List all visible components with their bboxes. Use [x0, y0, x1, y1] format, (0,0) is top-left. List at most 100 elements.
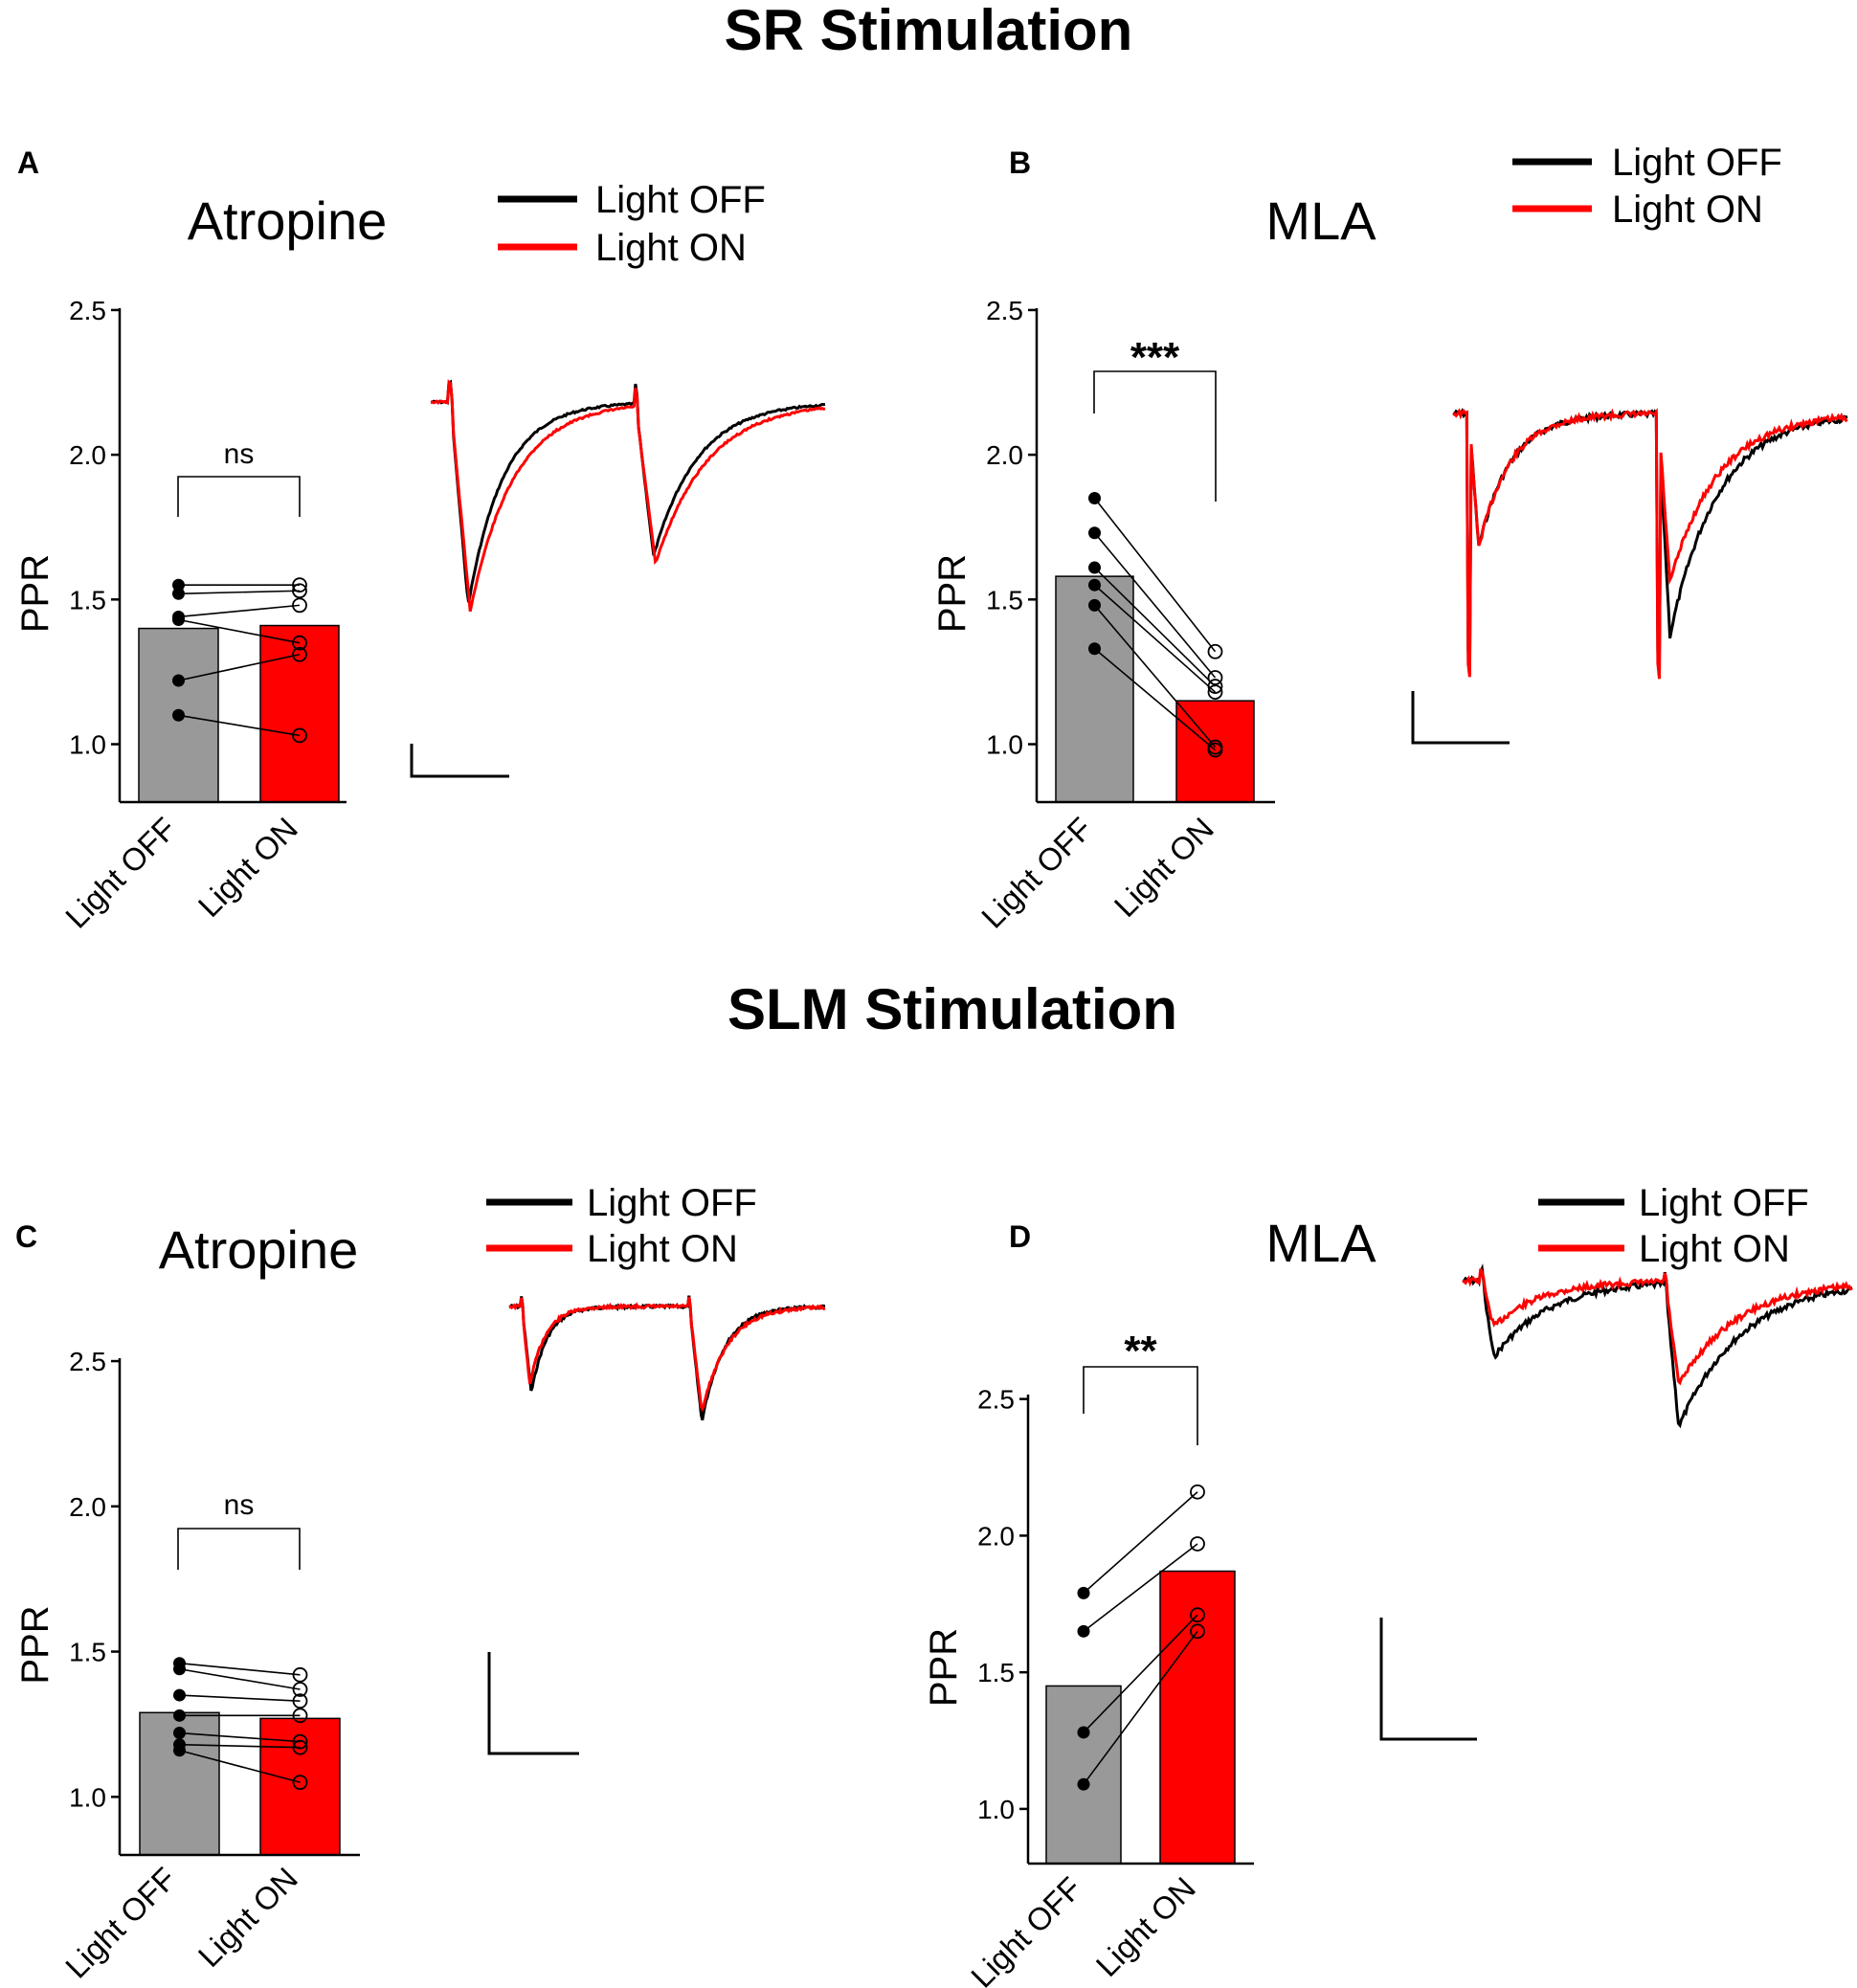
trace-light-off — [1452, 408, 1848, 677]
legend-label-on: Light ON — [1639, 1228, 1790, 1270]
point-light-on — [292, 635, 307, 651]
pair-line — [178, 714, 301, 737]
trace-light-on — [430, 379, 826, 613]
point-light-on — [1190, 1484, 1205, 1500]
category-label: Light ON — [1089, 1870, 1202, 1983]
pair-line — [179, 1662, 301, 1676]
pair-line — [1083, 1614, 1198, 1733]
point-light-on — [292, 1666, 308, 1683]
pair-line — [178, 590, 301, 595]
y-tick-label: 2.5 — [69, 296, 106, 325]
scale-bar — [487, 1652, 579, 1755]
pair-line — [1093, 604, 1217, 748]
trace-light-on — [1462, 1268, 1853, 1386]
category-label: Light ON — [1107, 811, 1220, 924]
scale-bar — [1411, 691, 1510, 745]
panel-title: MLA — [1265, 1213, 1376, 1273]
point-light-on — [1190, 1536, 1205, 1552]
pair-line — [1083, 1630, 1198, 1785]
legend-label-on: Light ON — [587, 1228, 738, 1270]
y-tick-label: 2.0 — [977, 1521, 1015, 1551]
y-axis-label: PPR — [14, 554, 56, 633]
category-label: Light ON — [191, 1861, 304, 1974]
significance-label: ** — [1124, 1328, 1157, 1374]
point-light-on — [292, 1775, 308, 1791]
legend-label-off: Light OFF — [1639, 1182, 1809, 1224]
point-light-off — [173, 1688, 186, 1702]
point-light-off — [172, 578, 185, 592]
bar-light-off — [1055, 575, 1134, 803]
category-label: Light OFF — [974, 811, 1099, 935]
pair-line — [1093, 497, 1217, 653]
point-light-on — [1207, 643, 1223, 659]
pair-line — [178, 604, 301, 618]
point-light-on — [1207, 684, 1223, 700]
pair-line — [178, 653, 301, 681]
bar-light-on — [1159, 1570, 1236, 1865]
y-tick-label: 1.0 — [986, 730, 1023, 760]
significance-bracket — [177, 476, 301, 517]
y-tick-label: 2.5 — [977, 1385, 1015, 1415]
y-tick-label: 2.0 — [986, 440, 1023, 470]
pair-line — [179, 1731, 301, 1743]
y-axis-label: PPR — [931, 554, 973, 633]
y-axis-label: PPR — [14, 1605, 56, 1684]
point-light-on — [292, 597, 307, 614]
legend-label-on: Light ON — [595, 227, 747, 269]
legend-label-off: Light OFF — [587, 1182, 757, 1224]
y-tick-label: 1.0 — [977, 1795, 1015, 1824]
panel-title: Atropine — [159, 1219, 359, 1280]
point-light-off — [173, 1663, 186, 1676]
y-axis-label: PPR — [923, 1628, 965, 1707]
bar-light-off — [1045, 1685, 1122, 1865]
point-light-off — [1088, 642, 1101, 656]
point-light-off — [172, 613, 185, 626]
significance-label: ns — [224, 438, 255, 470]
point-light-off — [173, 1709, 186, 1722]
point-light-on — [1207, 670, 1223, 685]
point-light-off — [1088, 578, 1101, 592]
legend-label-off: Light OFF — [1612, 142, 1782, 184]
trace-light-on — [1452, 407, 1848, 680]
panel-letter: D — [1009, 1219, 1031, 1254]
section-title: SLM Stimulation — [727, 977, 1177, 1041]
scale-bar — [1379, 1618, 1477, 1741]
point-light-off — [1077, 1586, 1090, 1599]
category-label: Light OFF — [58, 1861, 183, 1985]
y-tick-label: 2.0 — [69, 1492, 106, 1522]
point-light-off — [1088, 491, 1101, 504]
panel-title: Atropine — [188, 190, 388, 251]
significance-bracket — [177, 1528, 301, 1570]
pair-line — [179, 1667, 301, 1690]
pair-line — [1083, 1543, 1198, 1632]
category-label: Light OFF — [964, 1870, 1088, 1988]
point-light-on — [292, 1682, 308, 1697]
y-tick-label: 1.5 — [69, 1638, 106, 1667]
point-light-off — [173, 1727, 186, 1740]
panel-letter: C — [15, 1219, 37, 1254]
point-light-off — [1077, 1624, 1090, 1638]
category-label: Light OFF — [58, 811, 183, 935]
point-light-off — [172, 587, 185, 600]
panel-letter: B — [1009, 145, 1031, 180]
bar-light-on — [1175, 700, 1255, 803]
legend-label-on: Light ON — [1612, 189, 1763, 231]
pair-line — [1093, 584, 1217, 693]
point-light-on — [1207, 679, 1223, 694]
point-light-off — [172, 674, 185, 687]
point-light-on — [292, 577, 307, 593]
y-tick-label: 1.5 — [69, 585, 106, 614]
point-light-on — [1190, 1623, 1205, 1640]
point-light-on — [292, 646, 307, 662]
y-tick-label: 2.5 — [69, 1347, 106, 1376]
point-light-on — [292, 1733, 308, 1750]
point-light-on — [292, 727, 307, 744]
panel-letter: A — [17, 145, 39, 180]
section-title: SR Stimulation — [725, 0, 1133, 62]
point-light-on — [292, 1739, 308, 1755]
pair-line — [179, 1743, 301, 1749]
